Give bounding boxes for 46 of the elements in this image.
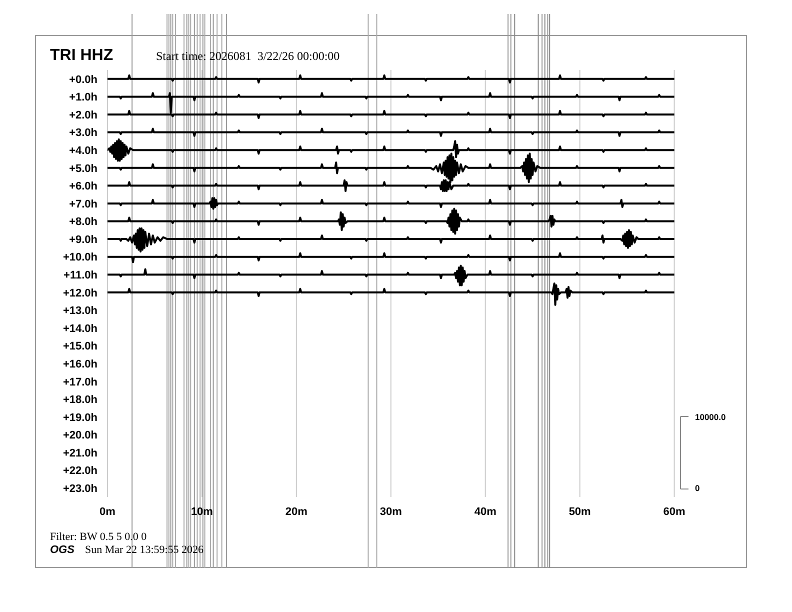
y-tick-label: +13.0h xyxy=(62,305,98,318)
y-tick-label: +16.0h xyxy=(62,358,98,370)
y-tick-label: +19.0h xyxy=(62,412,98,424)
line-series xyxy=(108,227,674,252)
y-tick-label: +5.0h xyxy=(69,162,98,175)
line-series xyxy=(108,264,674,286)
y-tick-label: +2.0h xyxy=(69,109,98,122)
y-tick-label: +18.0h xyxy=(62,394,98,406)
y-tick-label: +20.0h xyxy=(62,430,98,442)
y-tick-label: +3.0h xyxy=(69,127,98,140)
y-tick-label: +9.0h xyxy=(69,234,98,246)
y-tick-label: +4.0h xyxy=(69,144,98,157)
x-tick-label: 50m xyxy=(568,506,592,518)
y-tick-label: +8.0h xyxy=(69,216,98,228)
y-tick-label: +6.0h xyxy=(69,180,98,193)
x-tick-label: 20m xyxy=(285,506,308,518)
y-tick-label: +7.0h xyxy=(69,198,98,210)
line-series xyxy=(108,74,674,84)
text: 0 xyxy=(695,483,700,493)
y-tick-label: +17.0h xyxy=(62,376,98,388)
chart-title: TRI HHZ xyxy=(50,46,114,64)
line-series xyxy=(108,128,674,137)
x-tick-label: 10m xyxy=(190,506,214,518)
y-tick-label: +23.0h xyxy=(62,483,98,496)
text: Sun Mar 22 13:59:55 2026 xyxy=(85,544,204,556)
y-tick-label: +22.0h xyxy=(62,465,98,478)
y-tick-label: +12.0h xyxy=(62,287,98,300)
text: OGS xyxy=(50,544,74,556)
text: 10000.0 xyxy=(695,412,726,422)
x-tick-label: 60m xyxy=(663,506,686,518)
x-tick-label: 0m xyxy=(100,506,116,518)
y-tick-label: +14.0h xyxy=(62,322,98,335)
line-series xyxy=(108,282,674,306)
x-tick-label: 30m xyxy=(380,506,402,518)
y-tick-label: +15.0h xyxy=(62,340,98,353)
x-tick-label: 40m xyxy=(474,506,497,518)
y-tick-label: +11.0h xyxy=(64,270,98,282)
line-series xyxy=(108,197,674,210)
chart-subtitle: Start time: 2026081 3/22/26 00:00:00 xyxy=(156,48,340,62)
y-tick-label: +0.0h xyxy=(69,74,98,86)
line-series xyxy=(108,208,674,235)
y-tick-label: +10.0h xyxy=(62,252,98,264)
y-tick-label: +21.0h xyxy=(62,447,98,460)
line-series xyxy=(108,252,674,264)
y-tick-label: +1.0h xyxy=(69,92,98,104)
text: Filter: BW 0.5 5 0.0 0 xyxy=(50,531,147,543)
